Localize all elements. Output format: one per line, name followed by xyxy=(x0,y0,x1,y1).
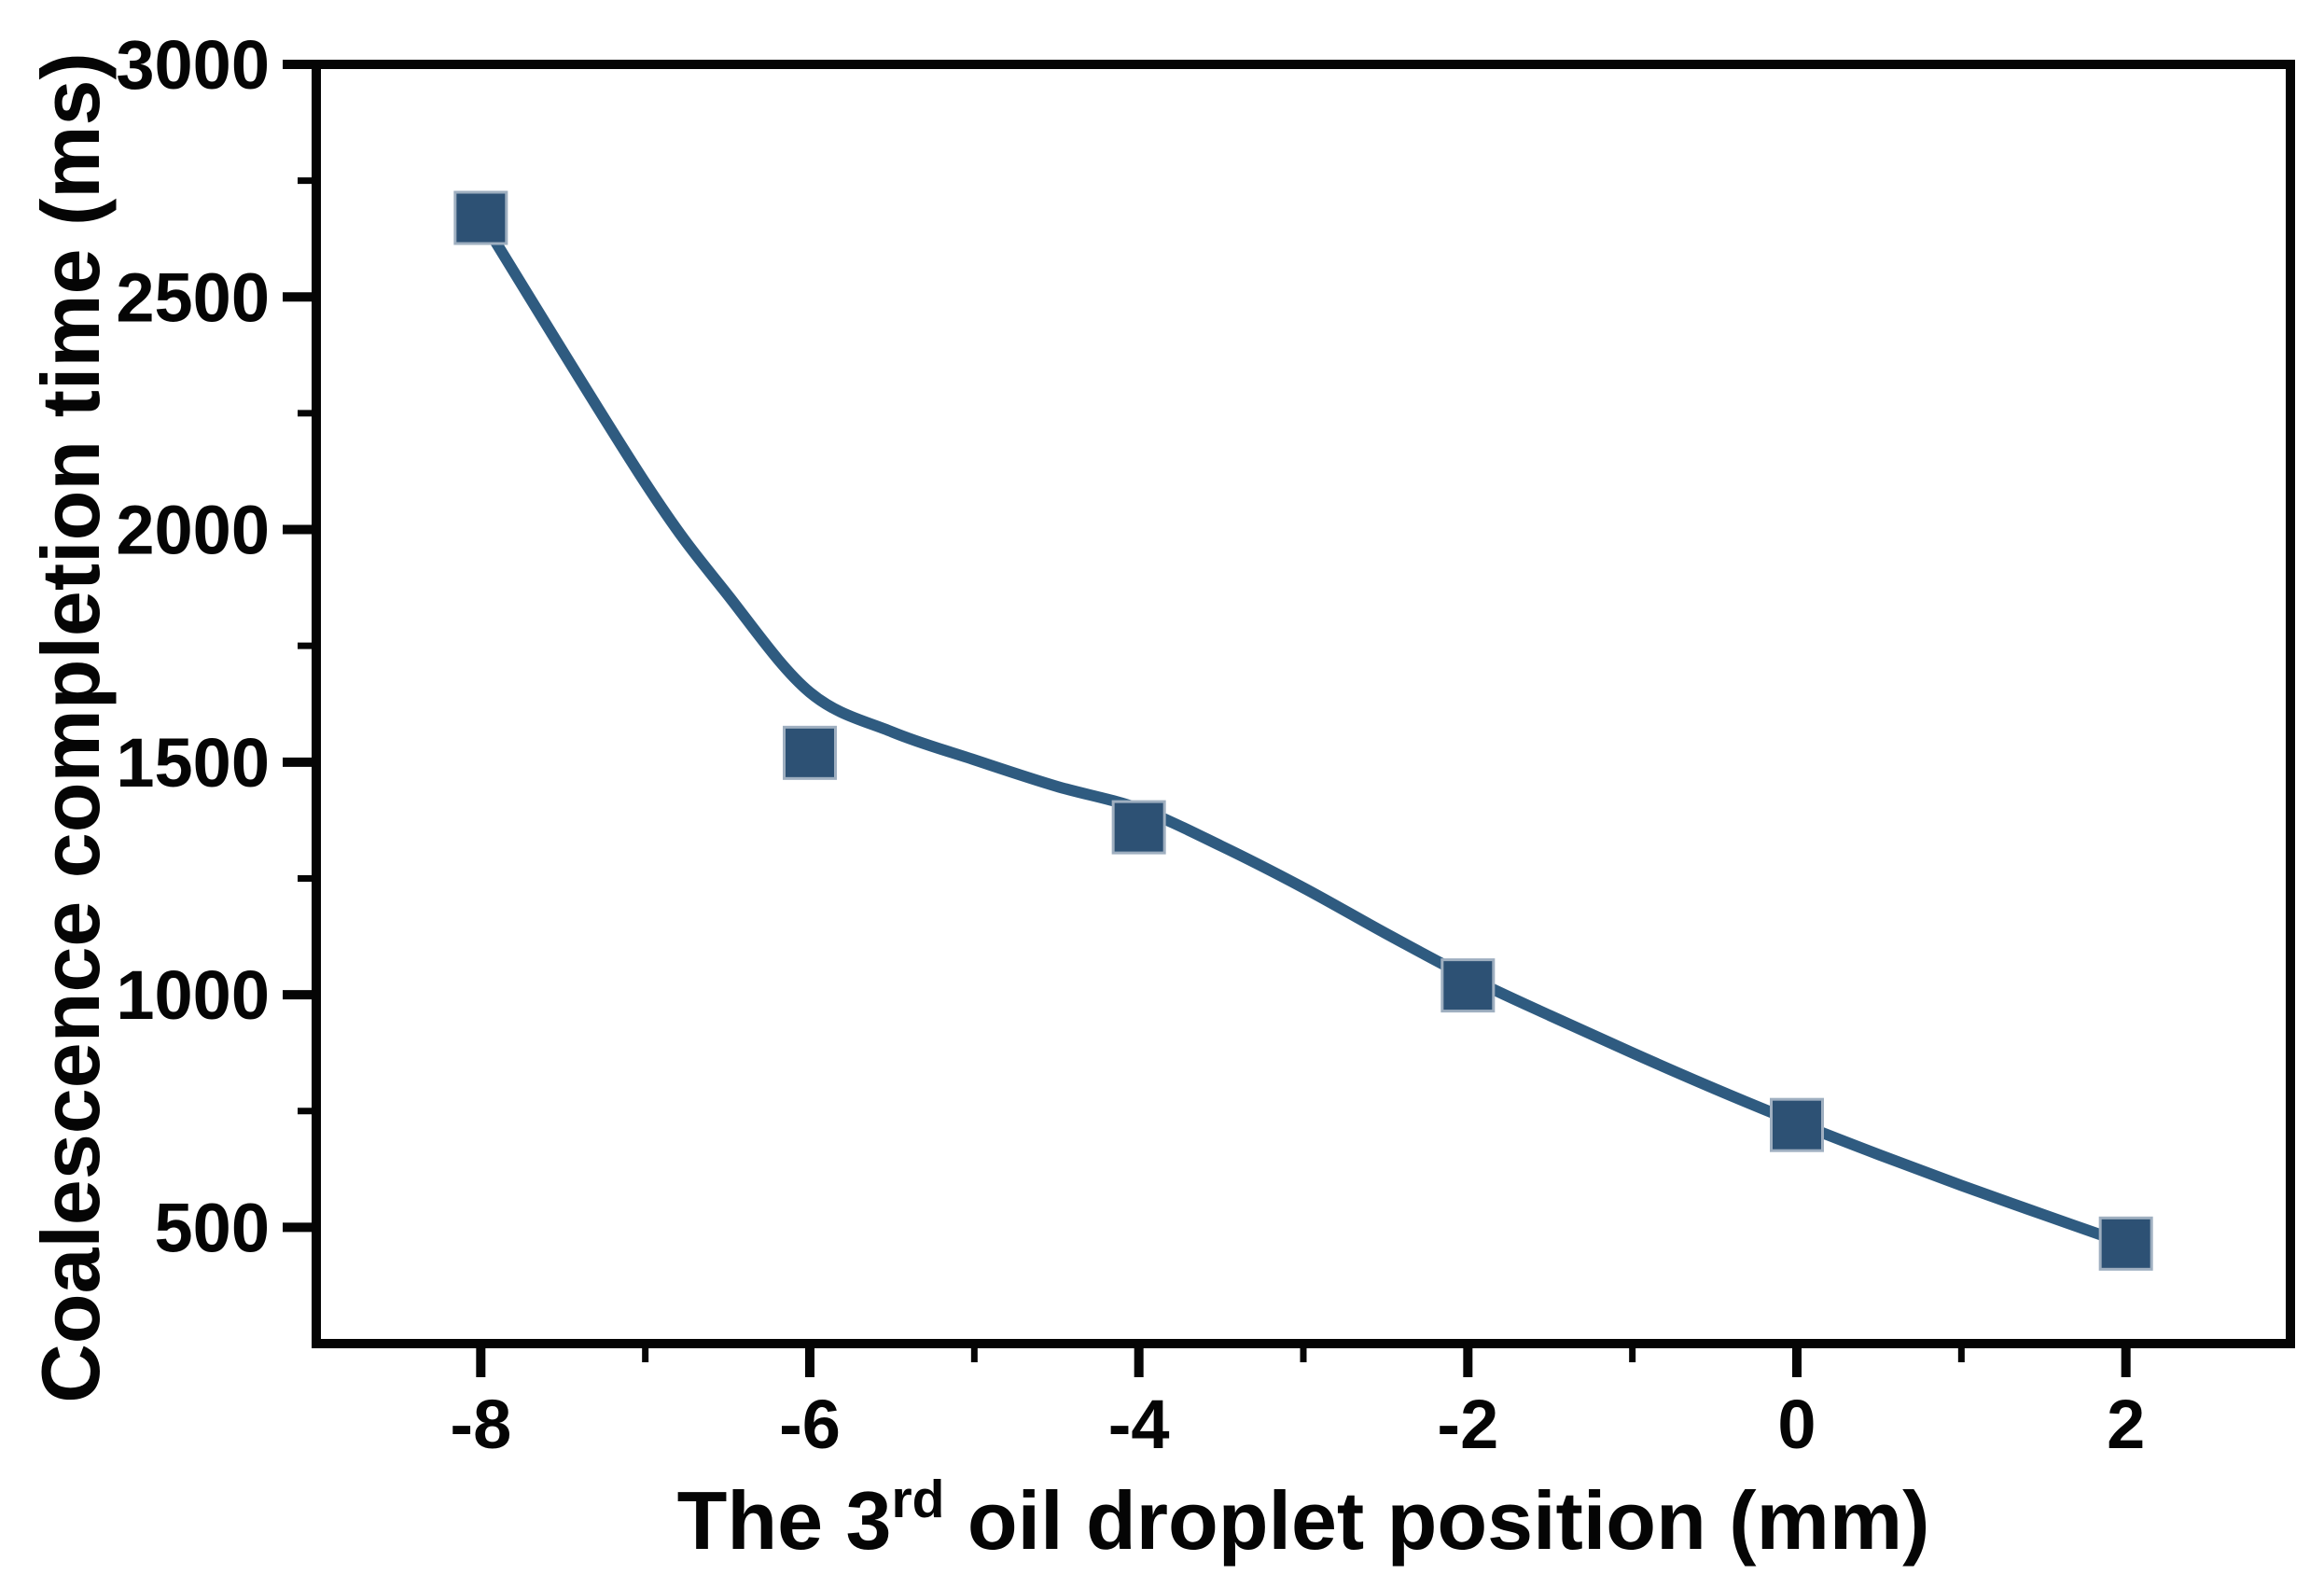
y-tick-label: 2500 xyxy=(116,258,270,336)
data-point-marker xyxy=(2098,1216,2153,1271)
fit-curve-line xyxy=(475,212,2132,1249)
x-tick-label: -4 xyxy=(1108,1386,1170,1463)
x-tick-label: -6 xyxy=(779,1386,841,1463)
data-point-marker xyxy=(1770,1097,1824,1152)
y-tick-label: 3000 xyxy=(116,26,270,104)
data-point-marker xyxy=(783,725,837,780)
axes-frame xyxy=(312,60,2295,1348)
y-axis-title: Coalescence completion time (ms) xyxy=(24,52,117,1403)
plot-frame xyxy=(312,60,2295,1348)
x-axis-title-part: oil droplet position (mm) xyxy=(944,1474,1929,1567)
x-tick-label: -2 xyxy=(1437,1386,1498,1463)
x-axis-title-superscript: rd xyxy=(891,1470,944,1529)
data-series xyxy=(453,190,2153,1271)
y-tick-label: 1500 xyxy=(116,724,270,801)
data-point-marker xyxy=(1111,800,1166,855)
x-tick-label: -8 xyxy=(450,1386,511,1463)
data-point-marker xyxy=(1440,958,1496,1013)
y-tick-label: 1000 xyxy=(116,956,270,1034)
data-point-marker xyxy=(453,190,508,245)
y-tick-label: 500 xyxy=(155,1189,270,1266)
x-tick-label: 0 xyxy=(1777,1386,1816,1463)
x-axis-title: The 3rd oil droplet position (mm) xyxy=(677,1470,1930,1567)
y-tick-label: 2000 xyxy=(116,492,270,569)
axis-ticks xyxy=(283,60,2131,1377)
x-tick-label: 2 xyxy=(2107,1386,2145,1463)
x-axis-title-part: The 3 xyxy=(677,1474,892,1567)
